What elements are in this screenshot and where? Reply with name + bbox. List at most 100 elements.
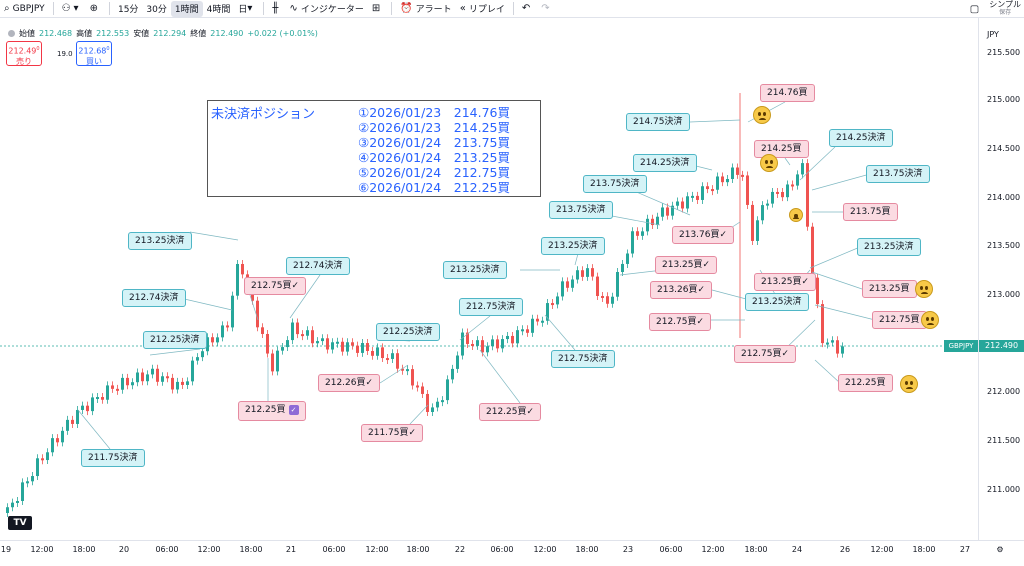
candle-body [166,376,169,379]
divider [512,2,514,15]
position-line: ④2026/01/24 213.25買 [358,150,510,165]
alert-button[interactable]: ⏰ アラート [400,3,452,15]
undo-button[interactable]: ↶ [518,0,537,18]
price-axis[interactable]: JPY 215.500 215.000 214.500 214.000 213.… [978,18,1024,540]
candle-body [11,502,14,508]
callout-settle[interactable]: 212.75決済 [551,350,615,368]
symbol-search-button[interactable]: ⌕ GBPJPY [4,3,45,14]
sell-button[interactable]: 212.490 売り [6,41,42,66]
callout-buy[interactable]: 212.25買✓ [238,401,306,421]
price-chart[interactable] [0,18,978,540]
callout-settle[interactable]: 212.25決済 [143,331,207,349]
callout-buy[interactable]: 213.75買 [843,203,898,221]
callout-settle[interactable]: 212.74決済 [286,257,350,275]
candle-body [46,452,49,461]
candle-body [771,191,774,204]
chart-type-button[interactable]: ╫ [268,0,285,18]
candle-body [711,189,714,192]
callout-leader [811,173,871,191]
candle-body [646,218,649,232]
candle-body [411,369,414,386]
candle-body [366,343,369,351]
callout-buy[interactable]: 212.75買✓ [244,277,307,295]
time-tick: 12:00 [197,545,221,554]
callout-leader [814,304,876,321]
time-axis[interactable]: 19 12:00 18:00 20 06:00 12:00 18:00 21 0… [0,540,1024,566]
callout-settle[interactable]: 213.25決済 [443,261,507,279]
candle-body [706,186,709,190]
callout-buy[interactable]: 212.75買✓ [649,313,712,331]
callout-buy[interactable]: 212.25買 [838,374,893,392]
divider [108,2,110,15]
add-symbol-button[interactable]: ⊕ [86,0,105,18]
interval-15m[interactable]: 15分 [117,5,139,15]
candle-body [171,377,174,390]
candle-body [91,397,94,412]
callout-settle[interactable]: 212.74決済 [122,289,186,307]
callout-buy[interactable]: 212.75買 [872,311,927,329]
callout-buy[interactable]: 212.25買✓ [479,403,542,421]
candle-body [761,205,764,221]
interval-1d[interactable]: 日 ▾ [238,3,253,15]
interval-4h[interactable]: 4時間 [206,5,231,15]
save-button[interactable]: シンプル 保存 [989,0,1021,17]
candle-body [666,207,669,216]
interval-30m[interactable]: 30分 [146,5,167,15]
compare-button[interactable]: ⚇ ▾ [58,0,86,18]
callout-settle[interactable]: 213.75決済 [549,201,613,219]
top-toolbar: ⌕ GBPJPY ⚇ ▾ ⊕ 15分 30分 1時間 4時間 日 ▾ ╫ ∿ インジケー… [0,0,1024,18]
candle-body [26,481,29,484]
candle-body [391,353,394,359]
candle-body [241,263,244,275]
callout-buy[interactable]: 213.26買✓ [650,281,713,299]
worried-face-icon [915,280,933,298]
layout-button[interactable]: ▢ [966,0,986,18]
indicators-button[interactable]: ∿ インジケーター [289,3,364,15]
callout-buy[interactable]: 214.76買 [760,84,815,102]
callout-buy[interactable]: 213.25買✓ [754,273,817,291]
time-tick: 12:00 [870,545,894,554]
interval-1h[interactable]: 1時間 [170,0,203,17]
callout-settle[interactable]: 211.75決済 [81,449,145,467]
candle-body [826,342,829,345]
time-tick: 18:00 [575,545,599,554]
candle-body [796,174,799,186]
candle-body [286,340,289,348]
callout-settle[interactable]: 213.25決済 [541,237,605,255]
callout-settle[interactable]: 212.25決済 [376,323,440,341]
callout-buy[interactable]: 213.76買✓ [672,226,735,244]
callout-settle[interactable]: 212.75決済 [459,298,523,316]
callout-settle[interactable]: 213.75決済 [866,165,930,183]
callout-buy[interactable]: 214.25買 [754,140,809,158]
callout-settle[interactable]: 213.75決済 [583,175,647,193]
candle-body [621,263,624,272]
callout-settle[interactable]: 213.25決済 [745,293,809,311]
callout-buy[interactable]: 213.25買 [862,280,917,298]
replay-button[interactable]: «リプレイ [459,3,505,15]
buy-button[interactable]: 212.680 買い [76,41,112,66]
callout-buy[interactable]: 212.75買✓ [734,345,797,363]
callout-settle[interactable]: 214.75決済 [626,113,690,131]
templates-button[interactable]: ⊞ [368,0,387,18]
price-tick: 214.000 [987,193,1021,202]
callout-settle[interactable]: 213.25決済 [857,238,921,256]
spread-value: 19.0 [57,50,73,58]
settings-gear-icon[interactable]: ⚙ [996,545,1004,554]
callout-buy[interactable]: 212.26買✓ [318,374,381,392]
candle-body [786,184,789,198]
open-positions-title: 未決済ポジション [211,107,316,122]
callout-settle[interactable]: 214.25決済 [829,129,893,147]
worried-face-icon [921,311,939,329]
candle-body [446,379,449,401]
candle-body [471,343,474,346]
toolbar-right: ▢ シンプル 保存 [966,0,1024,18]
candle-body [631,231,634,254]
callout-settle[interactable]: 214.25決済 [633,154,697,172]
candle-body [36,458,39,477]
candle-body [821,304,824,344]
callout-buy[interactable]: 213.25買✓ [655,256,718,274]
callout-settle[interactable]: 213.25決済 [128,232,192,250]
candle-body [556,296,559,305]
redo-button[interactable]: ↷ [537,0,556,18]
callout-buy[interactable]: 211.75買✓ [361,424,424,442]
